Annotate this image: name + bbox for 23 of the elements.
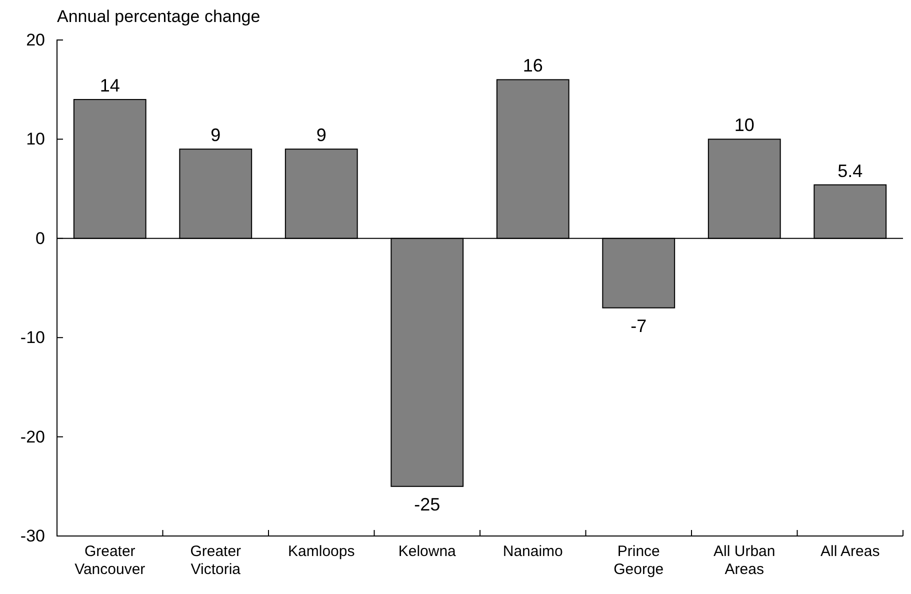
x-tick-label: Kamloops [288,543,355,560]
x-tick-label: Kelowna [398,543,457,560]
y-tick-label: 0 [36,228,45,248]
x-tick-label: All Areas [820,543,880,560]
y-tick-label: -30 [20,526,45,546]
x-tick-label: Greater Victoria [190,543,242,578]
x-tick-label: Nanaimo [502,543,563,560]
y-tick-label: -20 [20,427,45,446]
y-tick-label: 20 [26,30,45,50]
data-label: -25 [414,494,440,514]
y-tick-label: 10 [26,130,45,149]
x-tick-label: Greater Vancouver [74,543,146,578]
data-label: 10 [734,115,754,136]
x-tick-label: Prince George [614,543,664,578]
x-tick-label: All Urban Areas [714,543,776,578]
data-label: 9 [210,125,221,146]
data-label: 5.4 [838,160,863,181]
data-label: 14 [100,76,120,96]
data-label: -7 [630,316,647,336]
data-label: 16 [522,56,543,76]
data-label: 9 [316,125,326,146]
y-axis-title: Annual percentage change [57,7,260,26]
y-tick-label: -10 [20,328,45,348]
